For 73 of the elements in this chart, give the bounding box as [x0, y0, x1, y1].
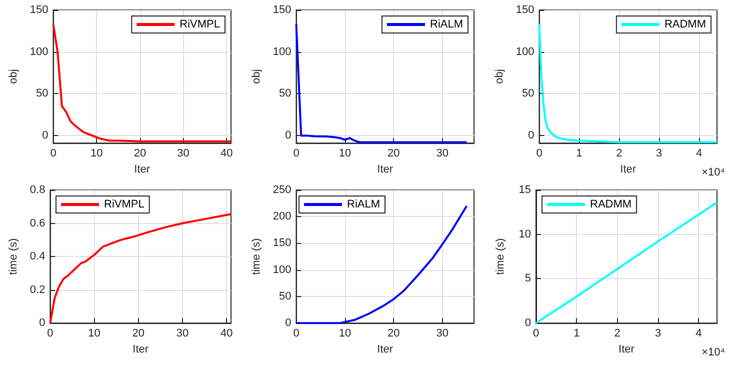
- y-tick-label: 150: [272, 237, 292, 250]
- x-tick-label: 2: [614, 328, 620, 340]
- y-tick-label: 0: [524, 317, 531, 330]
- legend-label: RADMM: [590, 198, 632, 210]
- x-axis-title: Iter: [377, 344, 394, 356]
- y-tick-label: 0: [285, 317, 292, 330]
- x-axis-title: Iter: [618, 344, 635, 356]
- x-tick-label: 20: [132, 328, 145, 340]
- x-tick-label: 10: [338, 148, 352, 160]
- x-tick-label: 40: [220, 148, 233, 160]
- x-tick-label: 30: [436, 328, 448, 340]
- y-tick-label: 100: [272, 46, 292, 58]
- y-tick-label: 0: [42, 130, 48, 142]
- text: ×10⁴: [702, 166, 726, 178]
- x-tick-label: 4: [696, 328, 702, 340]
- y-tick-label: 0: [285, 130, 292, 142]
- y-axis-title: time (s): [8, 238, 20, 275]
- x-tick-label: 10: [90, 148, 103, 160]
- x-tick-label: 20: [388, 328, 400, 340]
- y-axis-title: obj: [250, 69, 262, 84]
- x-tick-label: 30: [436, 148, 448, 160]
- legend-label: RADMM: [664, 18, 706, 30]
- y-tick-label: 0.8: [30, 184, 46, 196]
- x-tick-label: 30: [177, 148, 190, 160]
- y-tick-label: 15: [518, 184, 531, 196]
- y-tick-label: 200: [272, 210, 292, 223]
- x-tick-label: 0: [293, 148, 300, 160]
- x-tick-label: 10: [88, 328, 100, 340]
- y-tick-label: 0.2: [30, 284, 46, 296]
- y-tick-label: 0.4: [30, 250, 46, 263]
- x-axis-title: Iter: [132, 344, 149, 356]
- y-tick-label: 0: [39, 317, 46, 330]
- x-tick-label: 3: [656, 148, 662, 160]
- x-tick-label: 0: [293, 328, 300, 340]
- x-tick-label: 1: [574, 328, 580, 340]
- legend-label: RiVMPL: [104, 198, 144, 210]
- x-tick-label: 2: [616, 148, 622, 160]
- y-tick-label: 100: [30, 46, 48, 58]
- y-tick-label: 10: [518, 228, 531, 240]
- x-tick-label: 30: [176, 328, 189, 340]
- y-tick-label: 0: [528, 130, 534, 142]
- y-tick-label: 50: [279, 88, 292, 100]
- y-tick-label: 5: [524, 272, 531, 285]
- text: ×10⁴: [702, 346, 726, 358]
- y-tick-label: 250: [272, 184, 292, 196]
- x-tick-label: 0: [536, 148, 542, 160]
- y-tick-label: 50: [279, 290, 292, 302]
- legend-label: RiALM: [347, 198, 380, 210]
- x-tick-label: 4: [696, 148, 702, 160]
- y-axis-title: time (s): [494, 238, 506, 275]
- x-tick-label: 3: [654, 328, 662, 340]
- legend-label: RiALM: [430, 18, 464, 30]
- x-tick-label: 10: [338, 328, 352, 340]
- y-tick-label: 50: [522, 88, 534, 100]
- y-tick-label: 150: [516, 4, 534, 16]
- y-tick-label: 100: [272, 264, 292, 276]
- y-axis-title: obj: [494, 69, 506, 84]
- x-tick-label: 0: [50, 148, 56, 160]
- x-axis-title: Iter: [134, 164, 150, 176]
- y-tick-label: 50: [36, 88, 48, 100]
- y-tick-label: 0.6: [30, 217, 46, 230]
- x-axis-title: Iter: [377, 164, 394, 176]
- y-tick-label: 150: [30, 4, 48, 16]
- y-tick-label: 150: [272, 4, 292, 16]
- y-tick-label: 100: [516, 46, 534, 58]
- y-axis-title: obj: [8, 69, 20, 84]
- legend-label: RiVMPL: [180, 18, 220, 30]
- x-tick-label: 40: [220, 328, 233, 340]
- x-tick-label: 20: [388, 148, 400, 160]
- x-axis-title: Iter: [620, 164, 636, 176]
- x-tick-label: 1: [576, 148, 582, 160]
- y-axis-title: time (s): [250, 238, 262, 275]
- x-tick-label: 20: [134, 148, 146, 160]
